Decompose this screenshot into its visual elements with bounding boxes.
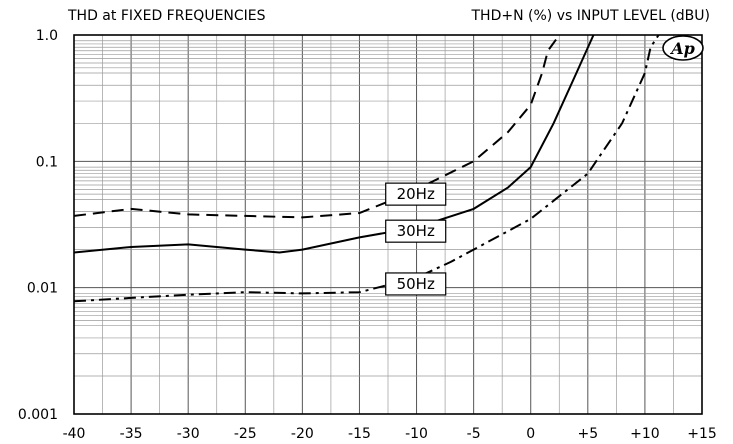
logo-text: Ap (669, 39, 695, 58)
x-tick-label: -15 (348, 426, 371, 442)
series-label-box (385, 219, 447, 243)
ap-logo: Ap (662, 35, 704, 61)
series-label-30hz: 30Hz (397, 222, 435, 240)
x-tick-label: +10 (630, 426, 660, 442)
series-label-box (385, 182, 447, 206)
x-tick-label: +15 (687, 426, 717, 442)
x-tick-label: -35 (120, 426, 143, 442)
logo-ring (662, 35, 704, 61)
x-tick-label: -20 (291, 426, 314, 442)
y-tick-label: 0.01 (27, 281, 58, 297)
series-label-box (385, 272, 447, 296)
y-tick-label: 0.1 (36, 154, 58, 170)
series-layer (74, 35, 660, 303)
x-tick-label: -30 (177, 426, 200, 442)
x-tick-label: -10 (405, 426, 428, 442)
series-label-50hz: 50Hz (397, 275, 435, 293)
chart-title: THD at FIXED FREQUENCIES (67, 8, 266, 24)
plot-frame (73, 34, 703, 415)
series-labels: 20Hz 30Hz 50Hz (385, 182, 447, 296)
tick-labels: -40 -35 -30 -25 -20 -15 -10 -5 0 +5 +10 +15 0.001 0.0… (18, 28, 717, 442)
y-tick-label: 0.001 (18, 407, 58, 423)
y-tick-label: 1.0 (36, 28, 58, 44)
x-tick-label: -40 (63, 426, 86, 442)
x-tick-label: -25 (234, 426, 257, 442)
series-line-50hz (74, 35, 660, 303)
series-label-20hz: 20Hz (397, 185, 435, 203)
x-tick-label: 0 (526, 426, 535, 442)
chart-subtitle: THD+N (%) vs INPUT LEVEL (dBU) (471, 8, 711, 24)
x-tick-label: +5 (577, 426, 598, 442)
series-line-20hz (74, 35, 561, 219)
x-tick-label: -5 (467, 426, 481, 442)
